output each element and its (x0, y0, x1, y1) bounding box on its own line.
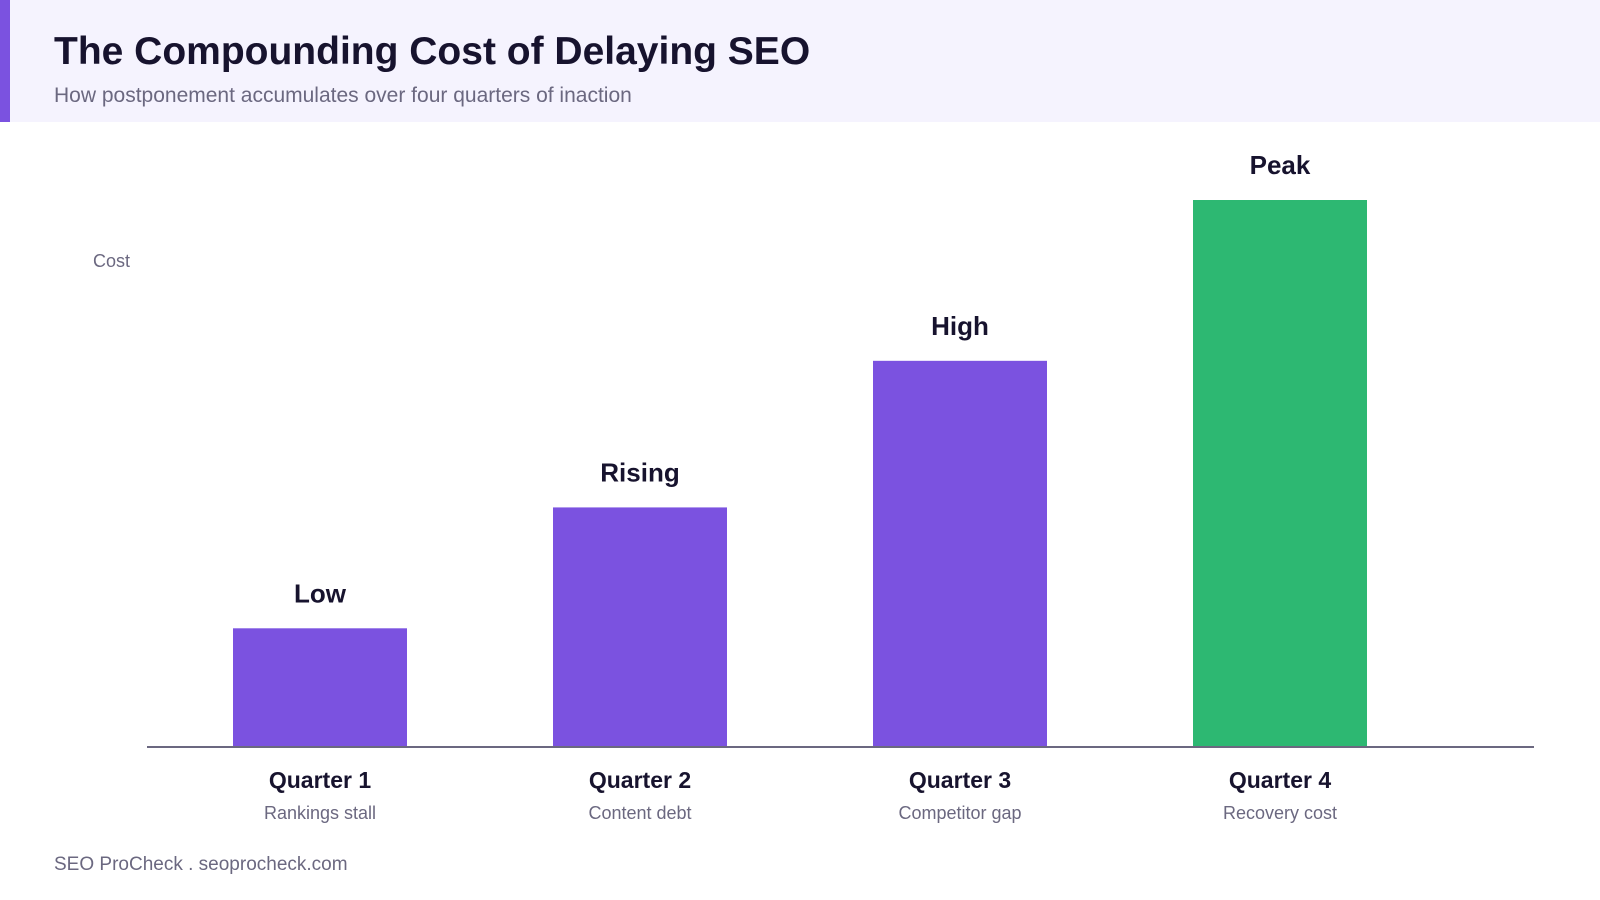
page-title: The Compounding Cost of Delaying SEO (54, 30, 811, 73)
bar-value-label: High (931, 311, 989, 341)
bar-value-label: Rising (600, 457, 679, 487)
x-tick-label: Quarter 2 (589, 767, 691, 793)
bar-value-label: Low (294, 578, 347, 608)
y-axis-label: Cost (93, 251, 130, 271)
page-subtitle: How postponement accumulates over four q… (54, 84, 632, 107)
x-tick-sublabel: Competitor gap (898, 803, 1021, 823)
header-accent-bar (0, 0, 10, 122)
bar-2 (553, 507, 727, 747)
x-tick-label: Quarter 3 (909, 767, 1011, 793)
bar-4 (1193, 200, 1367, 747)
bars-group: Low Quarter 1 Rankings stall Rising Quarter … (233, 150, 1367, 823)
x-tick-label: Quarter 4 (1229, 767, 1331, 793)
footer-brand: SEO ProCheck . seoprocheck.com (54, 854, 348, 875)
bar-3 (873, 360, 1047, 747)
x-tick-sublabel: Content debt (588, 803, 691, 823)
bar-value-label: Peak (1250, 150, 1311, 180)
header: The Compounding Cost of Delaying SEO How… (0, 0, 1600, 122)
x-tick-label: Quarter 1 (269, 767, 371, 793)
x-tick-sublabel: Rankings stall (264, 803, 376, 823)
x-tick-sublabel: Recovery cost (1223, 803, 1337, 823)
bar-1 (233, 628, 407, 747)
